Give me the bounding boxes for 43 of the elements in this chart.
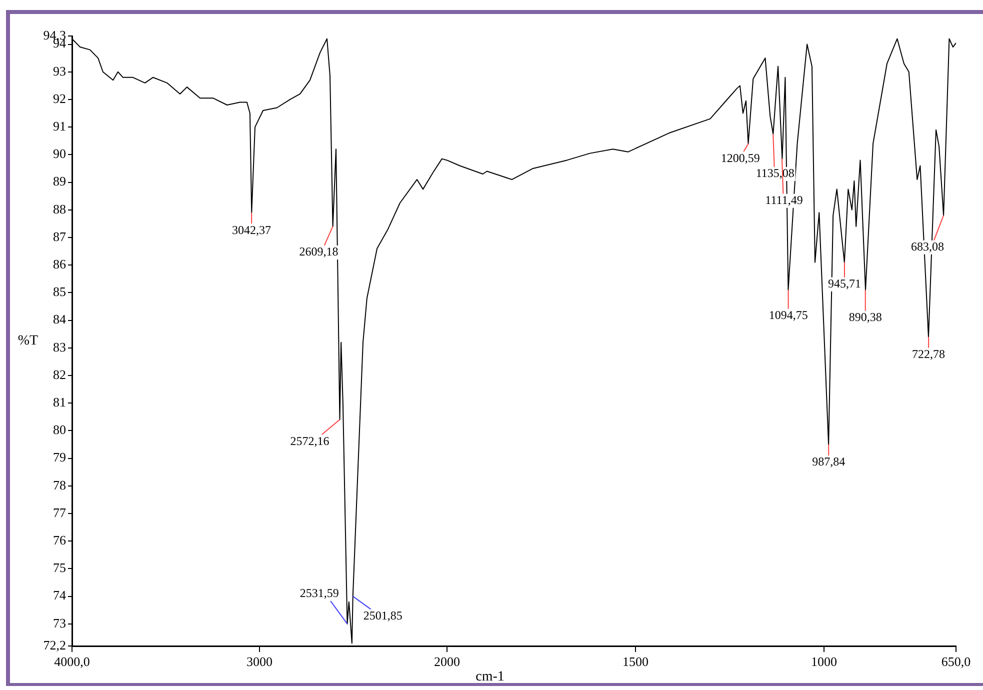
x-axis-title: cm-1 <box>476 670 504 685</box>
y-tick-label: 83 <box>53 339 66 354</box>
y-tick-label: 77 <box>53 504 66 520</box>
annotation: 987,84 <box>812 454 846 469</box>
y-tick-label: 87 <box>53 228 66 244</box>
y-tick-label: 90 <box>53 146 66 162</box>
annotation: 3042,37 <box>232 222 272 237</box>
annotation: 1111,49 <box>765 192 803 207</box>
y-tick-label: 73 <box>53 615 66 630</box>
y-tick-label: 75 <box>53 560 66 576</box>
x-tick-label: 650,0 <box>941 654 971 670</box>
y-tick-label: 88 <box>53 201 66 216</box>
annotation: 2531,59 <box>300 586 339 600</box>
annotation: 722,78 <box>912 347 946 362</box>
y-tick-label: 92 <box>53 90 66 106</box>
annotation: 945,71 <box>828 276 862 290</box>
y-tick-label: 84 <box>53 312 66 327</box>
y-tick-label: 89 <box>53 174 66 189</box>
x-tick-label: 4000,0 <box>54 654 90 670</box>
y-tick-label: 79 <box>53 450 66 465</box>
x-tick-label: 2000 <box>434 654 460 670</box>
y-tick-label: 82 <box>53 366 66 382</box>
y-tick-label: 91 <box>53 118 66 134</box>
y-tick-label: 93 <box>53 63 66 78</box>
x-tick-label: 1500 <box>622 654 649 670</box>
annotation: 1094,75 <box>768 308 808 322</box>
y-tick-label: 78 <box>53 477 66 492</box>
x-tick-label: 3000 <box>246 654 272 670</box>
annotation: 2572,16 <box>290 434 330 448</box>
annotation: 890,38 <box>848 310 882 324</box>
y-tick-label: 80 <box>53 422 66 438</box>
y-tick-label: 72,2 <box>43 637 66 652</box>
annotation: 2609,18 <box>299 244 338 259</box>
annotation: 1200,59 <box>720 150 760 165</box>
annotation: 2501,85 <box>363 608 402 622</box>
y-tick-label: 74 <box>53 588 66 603</box>
y-tick-label: 86 <box>53 256 66 272</box>
y-tick-label: 81 <box>53 394 66 410</box>
annotation: 683,08 <box>911 240 944 254</box>
x-tick-label: 1000 <box>811 654 838 670</box>
y-axis-title: %T <box>18 334 39 349</box>
y-tick-label: 85 <box>53 284 66 300</box>
y-tick-label: 76 <box>53 532 66 548</box>
